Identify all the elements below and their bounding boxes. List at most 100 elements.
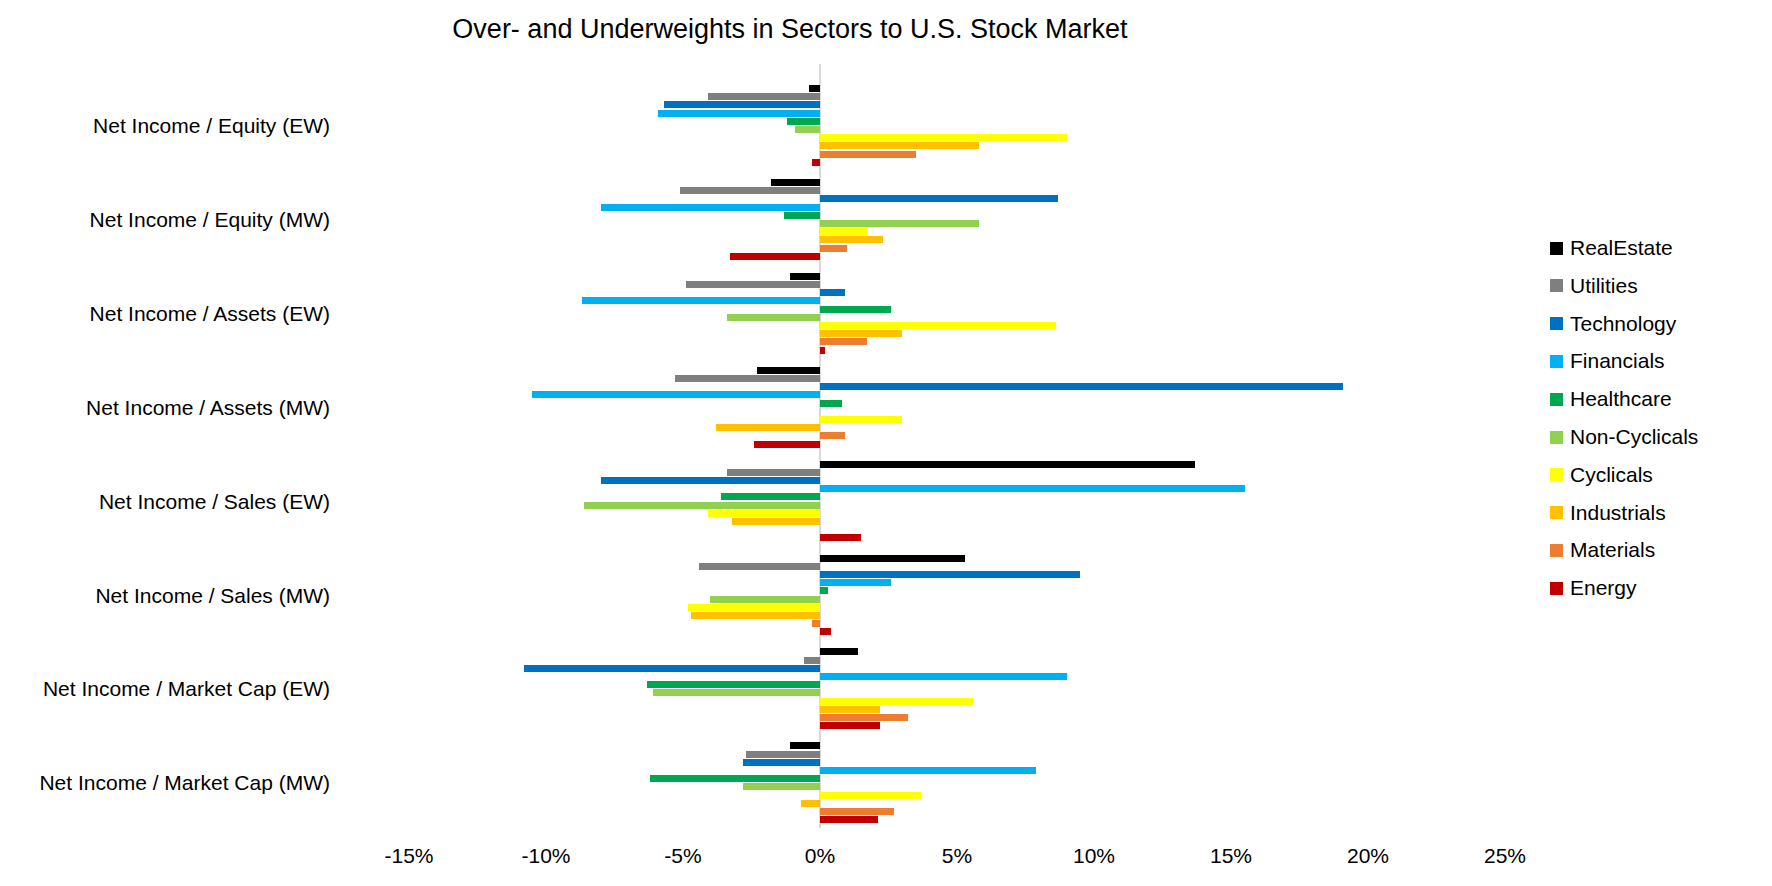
x-tick-label-0pct: 0% (775, 844, 865, 868)
bar-materials-6 (820, 714, 908, 721)
legend-swatch-icon (1550, 317, 1563, 330)
bar-technology-0 (664, 101, 820, 108)
bar-technology-4 (601, 477, 820, 484)
bar-financials-6 (820, 673, 1067, 680)
bar-cyclicals-0 (820, 134, 1067, 141)
bar-realestate-2 (790, 273, 820, 280)
bar-technology-2 (820, 289, 845, 296)
category-label-5: Net Income / Sales (MW) (0, 582, 330, 610)
x-tick-label--15pct: -15% (364, 844, 454, 868)
legend-label: Technology (1570, 312, 1676, 336)
bar-energy-2 (820, 347, 825, 354)
legend-swatch-icon (1550, 242, 1563, 255)
x-tick-label-15pct: 15% (1186, 844, 1276, 868)
bar-energy-3 (754, 441, 820, 448)
bar-non-cyclicals-2 (727, 314, 820, 321)
category-label-1: Net Income / Equity (MW) (0, 206, 330, 234)
bar-materials-3 (820, 432, 845, 439)
x-tick-label-20pct: 20% (1323, 844, 1413, 868)
bar-utilities-7 (746, 751, 820, 758)
category-label-7: Net Income / Market Cap (MW) (0, 769, 330, 797)
legend-item-energy: Energy (1550, 569, 1637, 607)
bar-energy-1 (730, 253, 820, 260)
bar-non-cyclicals-6 (653, 689, 820, 696)
bar-cyclicals-4 (708, 510, 820, 517)
legend-item-materials: Materials (1550, 531, 1655, 569)
legend-swatch-icon (1550, 506, 1563, 519)
bar-non-cyclicals-5 (710, 596, 820, 603)
bar-healthcare-3 (820, 400, 842, 407)
bar-utilities-3 (675, 375, 820, 382)
bar-industrials-1 (820, 236, 883, 243)
bar-cyclicals-3 (820, 416, 902, 423)
bar-technology-5 (820, 571, 1080, 578)
bar-financials-7 (820, 767, 1036, 774)
legend-label: Materials (1570, 538, 1655, 562)
legend-label: Industrials (1570, 501, 1666, 525)
bar-utilities-5 (699, 563, 820, 570)
legend-item-utilities: Utilities (1550, 267, 1638, 305)
bar-industrials-6 (820, 706, 880, 713)
bar-non-cyclicals-1 (820, 220, 979, 227)
bar-utilities-2 (686, 281, 820, 288)
bar-energy-0 (812, 159, 820, 166)
bar-non-cyclicals-7 (743, 783, 820, 790)
bar-healthcare-7 (650, 775, 820, 782)
bar-energy-4 (820, 534, 861, 541)
bar-financials-3 (532, 391, 820, 398)
legend-label: RealEstate (1570, 236, 1673, 260)
bar-cyclicals-7 (820, 792, 921, 799)
bar-energy-7 (820, 816, 878, 823)
legend-label: Energy (1570, 576, 1637, 600)
x-tick-label-25pct: 25% (1460, 844, 1550, 868)
legend-swatch-icon (1550, 468, 1563, 481)
bar-healthcare-6 (647, 681, 820, 688)
legend-label: Cyclicals (1570, 463, 1653, 487)
bar-healthcare-0 (787, 118, 820, 125)
bar-healthcare-5 (820, 587, 828, 594)
bar-utilities-1 (680, 187, 820, 194)
bar-materials-0 (820, 151, 916, 158)
bar-cyclicals-5 (688, 604, 820, 611)
bar-healthcare-4 (721, 493, 820, 500)
legend-item-healthcare: Healthcare (1550, 380, 1672, 418)
legend-item-financials: Financials (1550, 342, 1665, 380)
bar-utilities-4 (727, 469, 820, 476)
bar-materials-2 (820, 338, 867, 345)
bar-technology-7 (743, 759, 820, 766)
legend-item-cyclicals: Cyclicals (1550, 456, 1653, 494)
bar-utilities-0 (708, 93, 820, 100)
bar-industrials-0 (820, 142, 979, 149)
x-tick-label--5pct: -5% (638, 844, 728, 868)
bar-industrials-2 (820, 330, 902, 337)
legend-swatch-icon (1550, 544, 1563, 557)
legend-swatch-icon (1550, 582, 1563, 595)
bar-cyclicals-2 (820, 322, 1056, 329)
bar-realestate-7 (790, 742, 820, 749)
x-tick-label--10pct: -10% (501, 844, 591, 868)
bar-technology-6 (524, 665, 820, 672)
bar-realestate-4 (820, 461, 1195, 468)
bar-energy-6 (820, 722, 880, 729)
legend-label: Financials (1570, 349, 1665, 373)
bar-non-cyclicals-4 (584, 502, 820, 509)
category-label-0: Net Income / Equity (EW) (0, 112, 330, 140)
bar-financials-0 (658, 110, 820, 117)
legend-item-realestate: RealEstate (1550, 229, 1673, 267)
bar-materials-5 (812, 620, 820, 627)
bar-healthcare-2 (820, 306, 891, 313)
legend-swatch-icon (1550, 279, 1563, 292)
bar-technology-1 (820, 195, 1058, 202)
bar-financials-2 (582, 297, 820, 304)
legend-item-technology: Technology (1550, 305, 1676, 343)
legend-item-non-cyclicals: Non-Cyclicals (1550, 418, 1698, 456)
bar-industrials-7 (801, 800, 820, 807)
legend-label: Non-Cyclicals (1570, 425, 1698, 449)
bar-cyclicals-1 (820, 228, 867, 235)
x-tick-label-10pct: 10% (1049, 844, 1139, 868)
bar-realestate-5 (820, 555, 965, 562)
bar-industrials-3 (716, 424, 820, 431)
legend-label: Utilities (1570, 274, 1638, 298)
bar-financials-5 (820, 579, 891, 586)
bar-utilities-6 (804, 657, 820, 664)
